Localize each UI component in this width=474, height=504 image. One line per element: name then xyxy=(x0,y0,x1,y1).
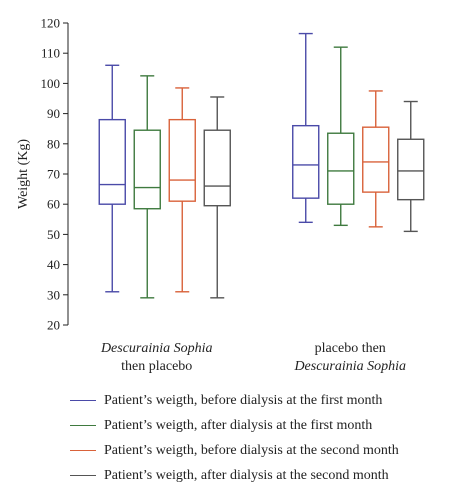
y-axis: 20 30 40 50 60 70 80 90 100 110 120 xyxy=(41,16,69,333)
legend-item: Patient’s weigth, after dialysis at the … xyxy=(70,463,470,488)
y-tick-label: 90 xyxy=(47,106,60,121)
y-tick-label: 30 xyxy=(47,287,60,302)
box-iqr xyxy=(203,129,231,207)
y-tick-label: 40 xyxy=(47,257,60,272)
group-label-line1: Descurainia Sophia xyxy=(100,341,213,356)
box-iqr xyxy=(292,124,320,199)
box-iqr xyxy=(133,129,161,210)
y-tick-label: 70 xyxy=(47,167,60,182)
box-1-4 xyxy=(203,96,231,299)
legend-label: Patient’s weigth, after dialysis at the … xyxy=(104,467,389,483)
box-1-1 xyxy=(98,64,126,293)
legend-item: Patient’s weigth, before dialysis at the… xyxy=(70,438,470,463)
y-tick-label: 50 xyxy=(47,227,60,242)
legend-swatch xyxy=(70,425,96,426)
plot-area xyxy=(98,32,425,299)
box-iqr xyxy=(98,118,126,205)
group-labels: Descurainia Sophia then placebo placebo th… xyxy=(100,341,406,374)
box-1-3 xyxy=(168,87,196,293)
y-axis-label: Weight (Kg) xyxy=(16,139,31,209)
box-2-4 xyxy=(397,100,425,233)
group-label-line2: Descurainia Sophia xyxy=(293,359,406,374)
legend-label: Patient’s weigth, before dialysis at the… xyxy=(104,442,399,458)
y-tick-label: 20 xyxy=(47,318,60,333)
legend-swatch xyxy=(70,450,96,451)
legend-item: Patient’s weigth, before dialysis at the… xyxy=(70,388,470,413)
boxplot-chart: 20 30 40 50 60 70 80 90 100 110 120 Weight (Kg) De… xyxy=(16,16,425,374)
box-iqr xyxy=(362,126,390,193)
legend: Patient’s weigth, before dialysis at the… xyxy=(70,388,470,488)
box-iqr xyxy=(397,138,425,201)
box-iqr xyxy=(327,132,355,205)
box-iqr xyxy=(168,118,196,202)
group-label-line1: placebo then xyxy=(315,341,386,356)
box-1-2 xyxy=(133,75,161,299)
y-tick-label: 60 xyxy=(47,197,60,212)
box-2-1 xyxy=(292,32,320,224)
y-tick-label: 120 xyxy=(41,16,61,31)
group-label-line2: then placebo xyxy=(121,359,192,374)
box-2-3 xyxy=(362,90,390,228)
y-tick-label: 110 xyxy=(41,46,60,61)
legend-label: Patient’s weigth, before dialysis at the… xyxy=(104,392,383,408)
legend-label: Patient’s weigth, after dialysis at the … xyxy=(104,417,373,433)
legend-swatch xyxy=(70,475,96,476)
y-tick-label: 100 xyxy=(41,76,61,91)
legend-item: Patient’s weigth, after dialysis at the … xyxy=(70,413,470,438)
box-2-2 xyxy=(327,46,355,227)
y-tick-label: 80 xyxy=(47,136,60,151)
legend-swatch xyxy=(70,400,96,401)
